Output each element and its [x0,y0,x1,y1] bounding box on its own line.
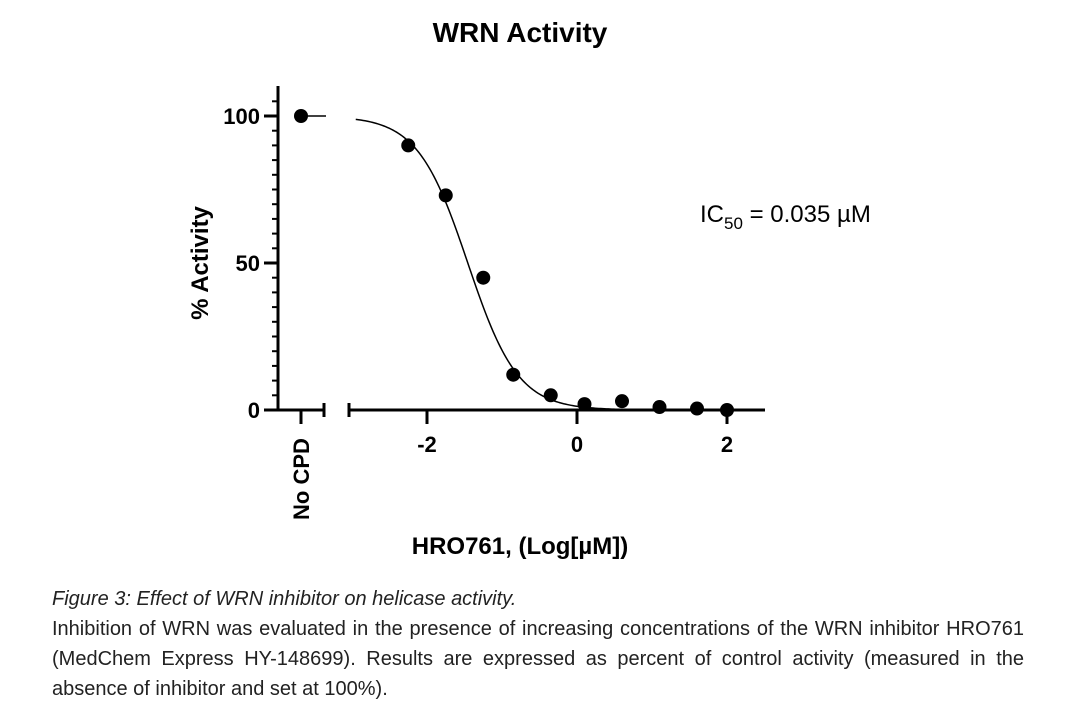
control-point [294,109,308,123]
data-point [543,388,558,403]
dose-response-chart: WRN Activity 0 50 100 No CPD -2 0 2 % Activity… [187,17,871,560]
data-point [577,397,592,412]
y-tick-label: 100 [223,104,260,129]
data-point [720,403,734,417]
data-point [476,270,491,285]
fit-curve [355,118,727,411]
x-tick-label: 0 [571,432,583,457]
x-axis-label: HRO761, (Log[µM]) [412,533,628,560]
x-tick-label: -2 [417,432,437,457]
ic50-annotation: IC50 = 0.035 µM [700,201,871,233]
axes [276,86,765,412]
data-point [506,367,521,382]
data-point [401,138,416,153]
x-control-label: No CPD [289,438,314,520]
data-point [690,401,704,416]
chart-title: WRN Activity [433,17,608,48]
ic50-value: = 0.035 µM [743,201,871,228]
data-point [652,400,667,415]
y-axis-label: % Activity [187,205,214,319]
caption-title: Figure 3: Effect of WRN inhibitor on hel… [52,588,517,610]
ic50-prefix: IC [700,201,724,228]
data-points [294,109,734,417]
ticks: 0 50 100 No CPD -2 0 2 [223,100,733,520]
caption-body: Inhibition of WRN was evaluated in the p… [52,618,1024,700]
y-tick-label: 0 [248,398,260,423]
ic50-subscript: 50 [724,214,743,233]
figure-caption: Figure 3: Effect of WRN inhibitor on hel… [52,584,1024,704]
x-tick-label: 2 [721,432,733,457]
data-point [615,394,629,409]
data-point [438,188,453,203]
y-tick-label: 50 [236,251,260,276]
